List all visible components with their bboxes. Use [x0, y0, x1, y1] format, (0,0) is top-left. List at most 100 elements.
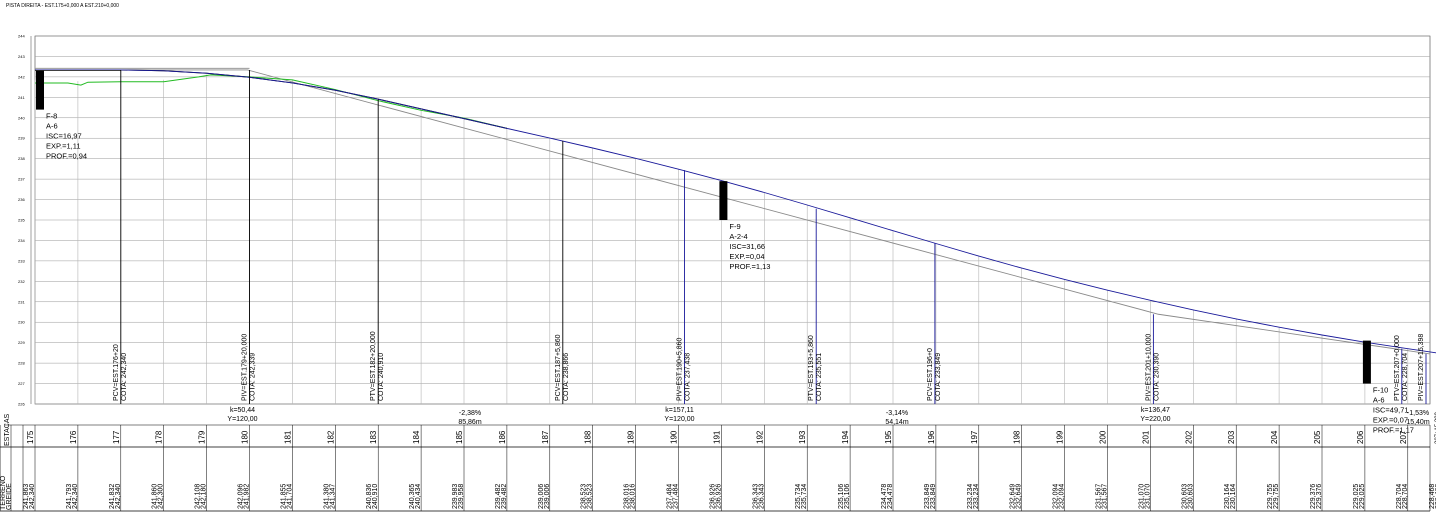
- borehole-id: F-10: [1373, 386, 1388, 395]
- terrain-value: 238,523: [581, 484, 588, 509]
- station-label: 204: [1270, 430, 1279, 444]
- grade-value: 242,340: [72, 484, 79, 509]
- station-label: 180: [241, 430, 250, 444]
- borehole-prof: PROF.=0,94: [46, 152, 87, 161]
- grade-value: 235,734: [801, 484, 808, 509]
- terrain-value: 236,926: [709, 484, 716, 509]
- borehole-soil: A-2-4: [729, 232, 747, 241]
- borehole-marker: [1362, 340, 1371, 384]
- terrain-value: 241,860: [152, 484, 159, 509]
- vertical-point-cota: COTA: 242,339: [250, 353, 257, 401]
- grade-value: 239,958: [458, 484, 465, 509]
- borehole-exp: EXP.=0,07: [1373, 416, 1408, 425]
- terrain-value: 239,983: [452, 484, 459, 509]
- terrain-value: 240,365: [409, 484, 416, 509]
- station-label: 194: [841, 430, 850, 444]
- drawing-title: PISTA DIREITA - EST.175+0,000 A EST.210+…: [6, 3, 119, 9]
- vertical-point-cota: COTA: 230,390: [1153, 353, 1160, 401]
- terrain-value: 231,070: [1138, 484, 1145, 509]
- grade-value: 241,704: [286, 484, 293, 509]
- grade-value: 237,484: [673, 484, 680, 509]
- grade-value: 241,347: [329, 484, 336, 509]
- terrain-value: 236,343: [752, 484, 759, 509]
- y-tick-label: 233: [18, 258, 25, 263]
- borehole-id: F-8: [46, 112, 57, 121]
- station-label: 206: [1356, 430, 1365, 444]
- grade-length-label: 85,86m: [458, 419, 482, 426]
- terrain-value: 242,096: [238, 484, 245, 509]
- y-tick-label: 236: [18, 197, 25, 202]
- row-label-grade: GREIDE: [6, 483, 13, 510]
- station-label: 192: [755, 430, 764, 444]
- y-tick-label: 235: [18, 218, 25, 223]
- station-label: 205: [1313, 430, 1322, 444]
- row-label-stations: ESTACAS: [4, 414, 11, 446]
- terrain-value: 233,849: [924, 484, 931, 509]
- borehole-prof: PROF.=1,13: [729, 262, 770, 271]
- borehole-soil: A-6: [46, 122, 58, 131]
- borehole-exp: EXP.=1,11: [46, 142, 81, 151]
- y-tick-label: 240: [18, 115, 25, 120]
- station-label: 179: [198, 430, 207, 444]
- station-label: 175: [26, 430, 35, 444]
- grade-value: 240,910: [372, 484, 379, 509]
- vertical-point-label: PTV=EST.193+5,860: [808, 335, 815, 401]
- grade-value: 233,234: [973, 484, 980, 509]
- vertical-point-cota: COTA: 240,910: [378, 353, 385, 401]
- grade-value: 230,603: [1187, 484, 1194, 509]
- grade-value: 236,343: [758, 484, 765, 509]
- borehole-marker: [719, 181, 728, 220]
- terrain-value: 228,468: [1429, 484, 1436, 509]
- y-tick-label: 234: [18, 238, 25, 243]
- terrain-value: 231,567: [1096, 484, 1103, 509]
- grade-value: 241,982: [244, 484, 251, 509]
- grade-value: 230,164: [1230, 484, 1237, 509]
- grade-value: 239,482: [501, 484, 508, 509]
- curve-y-label: Y=120,00: [227, 416, 257, 423]
- y-tick-label: 229: [18, 340, 25, 345]
- terrain-value: 228,704: [1396, 484, 1403, 509]
- curve-k-label: k=50,44: [230, 407, 255, 414]
- vertical-point-label: PIV=EST.207+15,398: [1418, 334, 1425, 401]
- grade-value: 235,106: [844, 484, 851, 509]
- station-label: 203: [1227, 430, 1236, 444]
- terrain-value: 229,025: [1353, 484, 1360, 509]
- terrain-line: [35, 74, 508, 129]
- y-tick-label: 242: [18, 74, 25, 79]
- grade-value: 232,649: [1016, 484, 1023, 509]
- station-label: 186: [498, 430, 507, 444]
- terrain-value: 241,832: [109, 484, 116, 509]
- station-label: 193: [798, 430, 807, 444]
- curve-k-label: k=157,11: [665, 407, 694, 414]
- grade-value: 232,094: [1059, 484, 1066, 509]
- grade-value: 234,478: [887, 484, 894, 509]
- y-tick-label: 241: [18, 95, 25, 100]
- borehole-isc: ISC=16,97: [46, 132, 82, 141]
- grade-value: 229,376: [1316, 484, 1323, 509]
- grade-value: 238,523: [587, 484, 594, 509]
- station-label: 207: [1399, 430, 1408, 444]
- grade-length-label: 54,14m: [885, 419, 909, 426]
- station-label: 184: [412, 430, 421, 444]
- grade-value: 233,849: [930, 484, 937, 509]
- terrain-value: 237,484: [667, 484, 674, 509]
- y-tick-label: 243: [18, 54, 25, 59]
- station-label: 190: [670, 430, 679, 444]
- borehole-prof: PROF.=1,17: [1373, 426, 1414, 435]
- grade-value: 236,926: [715, 484, 722, 509]
- station-label: 183: [369, 430, 378, 444]
- terrain-value: 238,016: [624, 484, 631, 509]
- y-tick-label: 239: [18, 136, 25, 141]
- terrain-value: 229,755: [1267, 484, 1274, 509]
- grade-value: 238,016: [630, 484, 637, 509]
- borehole-id: F-9: [729, 222, 740, 231]
- terrain-value: 234,478: [881, 484, 888, 509]
- station-label: 185: [455, 430, 464, 444]
- vertical-point-label: PCV=EST.176+20: [113, 344, 120, 401]
- y-tick-label: 232: [18, 279, 25, 284]
- station-label: 199: [1056, 430, 1065, 444]
- station-label: 200: [1099, 430, 1108, 444]
- grade-slope-label: -2,38%: [459, 410, 481, 417]
- terrain-value: 241,855: [280, 484, 287, 509]
